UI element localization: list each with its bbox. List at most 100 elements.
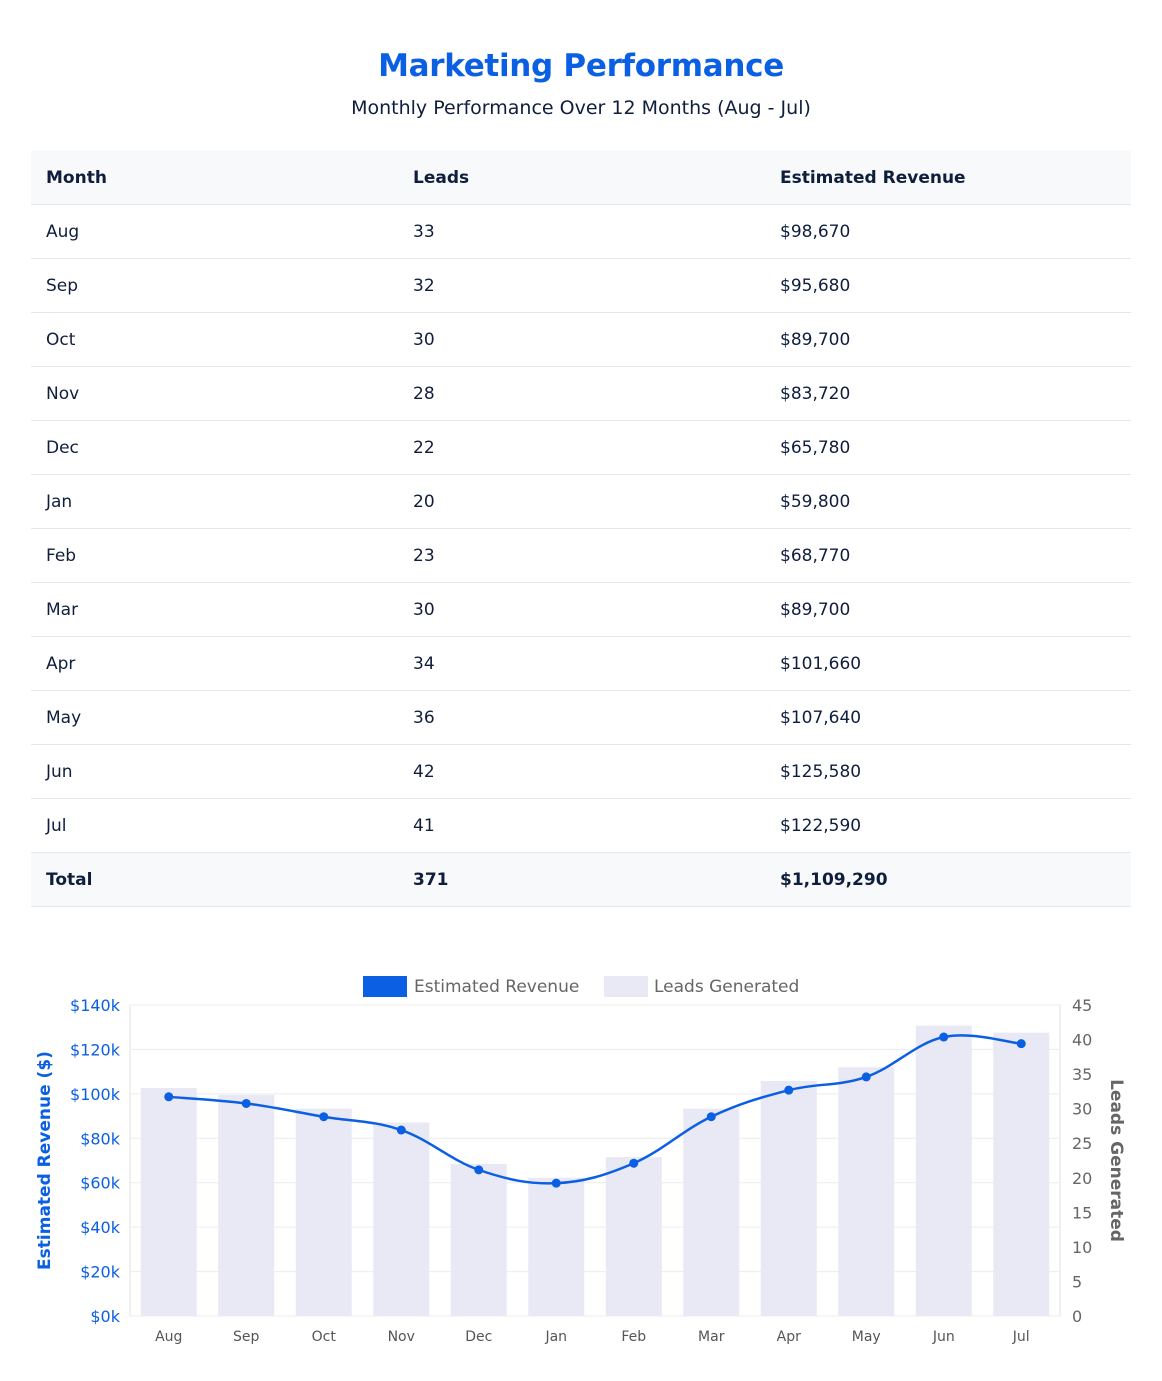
x-tick-label: Oct bbox=[312, 1329, 337, 1345]
cell-leads: 42 bbox=[398, 744, 765, 799]
cell-month: Nov bbox=[31, 366, 398, 421]
page-title: Marketing Performance bbox=[378, 48, 784, 84]
leads-bar bbox=[605, 1157, 662, 1316]
cell-leads: 41 bbox=[398, 798, 765, 853]
total-label: Total bbox=[31, 852, 398, 907]
x-tick-label: Nov bbox=[388, 1329, 415, 1345]
x-tick-label: Sep bbox=[233, 1329, 260, 1345]
cell-month: Aug bbox=[31, 204, 398, 259]
leads-bar bbox=[528, 1177, 585, 1316]
cell-leads: 30 bbox=[398, 312, 765, 367]
left-tick-label: $120k bbox=[70, 1040, 121, 1059]
cell-month: May bbox=[31, 690, 398, 745]
cell-revenue: $89,700 bbox=[765, 582, 1131, 637]
revenue-point bbox=[164, 1092, 174, 1102]
table-row: Jun 42 $125,580 bbox=[31, 744, 1131, 799]
x-tick-label: Jul bbox=[1012, 1329, 1030, 1345]
table-row: Nov 28 $83,720 bbox=[31, 366, 1131, 421]
cell-revenue: $107,640 bbox=[765, 690, 1131, 745]
table-row: Jul 41 $122,590 bbox=[31, 798, 1131, 853]
leads-bar bbox=[450, 1163, 507, 1316]
cell-revenue: $59,800 bbox=[765, 474, 1131, 529]
table-row: May 36 $107,640 bbox=[31, 690, 1131, 745]
page-subtitle: Monthly Performance Over 12 Months (Aug … bbox=[351, 97, 811, 119]
leads-bar bbox=[218, 1094, 275, 1316]
left-tick-label: $20k bbox=[80, 1263, 121, 1282]
left-tick-label: $40k bbox=[80, 1218, 121, 1237]
cell-leads: 34 bbox=[398, 636, 765, 691]
leads-bar bbox=[760, 1081, 817, 1316]
x-tick-label: Feb bbox=[621, 1329, 646, 1345]
cell-leads: 23 bbox=[398, 528, 765, 583]
x-tick-label: Jan bbox=[544, 1329, 567, 1345]
cell-revenue: $101,660 bbox=[765, 636, 1131, 691]
left-tick-label: $0k bbox=[90, 1307, 120, 1326]
revenue-point bbox=[1016, 1039, 1026, 1049]
cell-revenue: $65,780 bbox=[765, 420, 1131, 475]
revenue-leads-chart: $0k $20k $40k $60k $80k $100k $120k $140k 0 5 10 15… bbox=[35, 976, 1126, 1345]
leads-bar bbox=[373, 1122, 430, 1316]
column-header-leads: Leads bbox=[398, 151, 765, 205]
left-tick-label: $100k bbox=[70, 1085, 121, 1104]
leads-bar bbox=[838, 1067, 895, 1316]
cell-revenue: $68,770 bbox=[765, 528, 1131, 583]
table-header-row: Month Leads Estimated Revenue bbox=[31, 151, 1131, 205]
right-tick-label: 30 bbox=[1072, 1100, 1092, 1119]
table-row: Feb 23 $68,770 bbox=[31, 528, 1131, 583]
right-tick-label: 40 bbox=[1072, 1031, 1092, 1050]
right-tick-label: 10 bbox=[1072, 1238, 1092, 1257]
legend-label-revenue[interactable]: Estimated Revenue bbox=[414, 977, 579, 997]
right-tick-label: 45 bbox=[1072, 996, 1092, 1015]
right-axis-title: Leads Generated bbox=[1106, 1079, 1126, 1242]
cell-revenue: $95,680 bbox=[765, 258, 1131, 313]
leads-bar bbox=[140, 1087, 197, 1316]
revenue-point bbox=[241, 1098, 251, 1108]
cell-leads: 20 bbox=[398, 474, 765, 529]
table-row: Jan 20 $59,800 bbox=[31, 474, 1131, 529]
legend-swatch-leads[interactable] bbox=[604, 976, 648, 997]
cell-leads: 28 bbox=[398, 366, 765, 421]
revenue-point bbox=[939, 1032, 949, 1042]
cell-month: Jul bbox=[31, 798, 398, 853]
cell-revenue: $98,670 bbox=[765, 204, 1131, 259]
left-axis-title: Estimated Revenue ($) bbox=[35, 1051, 55, 1270]
right-tick-label: 35 bbox=[1072, 1065, 1092, 1084]
revenue-point bbox=[706, 1112, 716, 1122]
cell-leads: 30 bbox=[398, 582, 765, 637]
x-tick-label: Mar bbox=[698, 1329, 725, 1345]
left-tick-label: $80k bbox=[80, 1129, 121, 1148]
leads-bar bbox=[993, 1032, 1050, 1316]
table-row: Aug 33 $98,670 bbox=[31, 204, 1131, 259]
x-tick-label: Aug bbox=[155, 1329, 182, 1345]
cell-revenue: $83,720 bbox=[765, 366, 1131, 421]
legend-label-leads[interactable]: Leads Generated bbox=[654, 977, 799, 997]
table-row: Oct 30 $89,700 bbox=[31, 312, 1131, 367]
left-tick-label: $60k bbox=[80, 1174, 121, 1193]
table-total-row: Total 371 $1,109,290 bbox=[31, 852, 1131, 907]
revenue-point bbox=[319, 1112, 329, 1122]
cell-revenue: $89,700 bbox=[765, 312, 1131, 367]
cell-month: Oct bbox=[31, 312, 398, 367]
x-tick-label: Apr bbox=[777, 1329, 801, 1345]
legend-swatch-revenue[interactable] bbox=[363, 976, 407, 997]
right-tick-label: 15 bbox=[1072, 1203, 1092, 1222]
left-tick-label: $140k bbox=[70, 996, 121, 1015]
cell-month: Apr bbox=[31, 636, 398, 691]
column-header-month: Month bbox=[31, 151, 398, 205]
leads-bar bbox=[915, 1025, 972, 1316]
leads-bar bbox=[683, 1108, 740, 1316]
cell-month: Sep bbox=[31, 258, 398, 313]
total-leads: 371 bbox=[398, 852, 765, 907]
cell-revenue: $122,590 bbox=[765, 798, 1131, 853]
cell-revenue: $125,580 bbox=[765, 744, 1131, 799]
column-header-revenue: Estimated Revenue bbox=[765, 151, 1131, 205]
right-tick-label: 5 bbox=[1072, 1272, 1082, 1291]
right-tick-label: 25 bbox=[1072, 1134, 1092, 1153]
table-row: Mar 30 $89,700 bbox=[31, 582, 1131, 637]
cell-month: Dec bbox=[31, 420, 398, 475]
cell-leads: 33 bbox=[398, 204, 765, 259]
table-row: Sep 32 $95,680 bbox=[31, 258, 1131, 313]
revenue-point bbox=[474, 1165, 484, 1175]
table-row: Apr 34 $101,660 bbox=[31, 636, 1131, 691]
cell-leads: 32 bbox=[398, 258, 765, 313]
